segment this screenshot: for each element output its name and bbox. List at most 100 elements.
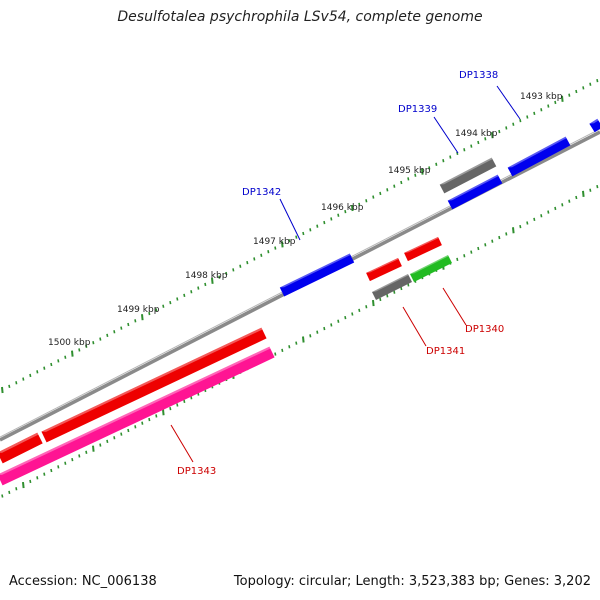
gene-bar-dp1339 bbox=[447, 174, 503, 210]
major-tick bbox=[281, 241, 284, 248]
minor-tick bbox=[463, 254, 466, 258]
minor-tick bbox=[400, 180, 403, 185]
tick-label: 1500 kbp bbox=[48, 338, 91, 348]
gene-bar-red-left bbox=[0, 432, 43, 464]
minor-tick bbox=[15, 487, 18, 491]
major-tick bbox=[1, 386, 4, 394]
minor-tick bbox=[183, 399, 186, 404]
minor-tick bbox=[533, 111, 536, 116]
minor-tick bbox=[155, 308, 158, 312]
minor-tick bbox=[512, 122, 515, 126]
minor-tick bbox=[36, 370, 39, 374]
minor-tick bbox=[162, 304, 165, 308]
gene-bar-pink bbox=[0, 346, 275, 486]
minor-tick bbox=[85, 450, 88, 454]
minor-tick bbox=[323, 326, 326, 331]
gene-label-dp1342: DP1342 bbox=[242, 187, 281, 198]
minor-tick bbox=[330, 323, 333, 327]
minor-tick bbox=[176, 403, 179, 407]
major-tick bbox=[421, 168, 424, 175]
minor-tick bbox=[316, 224, 319, 228]
minor-tick bbox=[190, 396, 193, 400]
minor-tick bbox=[120, 432, 123, 436]
minor-tick bbox=[92, 341, 95, 345]
gene-label-dp1343: DP1343 bbox=[177, 466, 216, 477]
major-tick bbox=[211, 277, 214, 284]
minor-tick bbox=[71, 457, 74, 462]
gene-bar-dp1342 bbox=[279, 253, 355, 297]
minor-tick bbox=[484, 243, 487, 247]
gene-bar-grey-forward bbox=[439, 157, 497, 194]
minor-tick bbox=[316, 330, 319, 334]
minor-tick bbox=[344, 209, 347, 214]
minor-tick bbox=[253, 257, 256, 261]
minor-tick bbox=[526, 221, 529, 225]
gene-label-dp1339: DP1339 bbox=[398, 104, 437, 115]
minor-tick bbox=[561, 203, 564, 207]
gene-bar-dp1343 bbox=[41, 327, 267, 443]
minor-tick bbox=[568, 199, 571, 203]
major-tick bbox=[582, 190, 585, 197]
minor-tick bbox=[127, 428, 130, 433]
major-tick bbox=[141, 314, 144, 321]
minor-tick bbox=[365, 199, 368, 203]
gene-label-dp1341: DP1341 bbox=[426, 346, 465, 357]
callout-line bbox=[442, 287, 467, 326]
minor-tick bbox=[190, 290, 193, 294]
minor-tick bbox=[134, 425, 137, 429]
minor-tick bbox=[519, 118, 522, 123]
minor-tick bbox=[43, 472, 46, 476]
minor-tick bbox=[498, 235, 501, 240]
major-tick bbox=[22, 481, 25, 489]
minor-tick bbox=[1, 494, 4, 498]
minor-tick bbox=[547, 104, 550, 108]
tick-labels: 1493 kbp 1494 kbp 1495 kbp 1496 kbp 1497 kbp… bbox=[48, 92, 563, 348]
minor-tick bbox=[526, 115, 529, 119]
minor-tick bbox=[169, 406, 172, 411]
minor-tick bbox=[323, 220, 326, 225]
tick-label: 1495 kbp bbox=[388, 166, 431, 176]
minor-tick bbox=[386, 294, 389, 298]
minor-tick bbox=[596, 78, 599, 83]
minor-tick bbox=[379, 297, 382, 302]
minor-tick bbox=[456, 257, 459, 262]
minor-tick bbox=[330, 217, 333, 221]
gene-bar-grey-reverse bbox=[371, 273, 413, 301]
gene-bar-dp1338 bbox=[507, 136, 571, 177]
minor-tick bbox=[295, 341, 298, 345]
tick-label: 1493 kbp bbox=[520, 92, 563, 102]
callout-line bbox=[279, 198, 301, 241]
minor-tick bbox=[57, 465, 60, 469]
minor-tick bbox=[99, 443, 102, 447]
minor-tick bbox=[106, 333, 109, 338]
minor-tick bbox=[197, 286, 200, 290]
minor-tick bbox=[43, 366, 46, 370]
minor-tick bbox=[379, 191, 382, 196]
minor-tick bbox=[582, 86, 585, 90]
minor-tick bbox=[8, 490, 11, 495]
minor-tick bbox=[442, 159, 445, 163]
minor-tick bbox=[393, 290, 396, 294]
tick-label: 1497 kbp bbox=[253, 237, 296, 247]
tick-label: 1499 kbp bbox=[117, 305, 160, 315]
minor-tick bbox=[470, 250, 473, 254]
minor-tick bbox=[267, 250, 270, 254]
gene-bar-dp1338-edge bbox=[589, 118, 600, 133]
minor-tick bbox=[575, 195, 578, 200]
minor-tick bbox=[176, 297, 179, 301]
minor-tick bbox=[50, 468, 53, 473]
minor-tick bbox=[36, 476, 39, 480]
minor-tick bbox=[428, 166, 431, 170]
minor-tick bbox=[106, 439, 109, 444]
minor-tick bbox=[295, 235, 298, 239]
minor-tick bbox=[148, 417, 151, 422]
minor-tick bbox=[505, 126, 508, 130]
minor-tick bbox=[400, 286, 403, 291]
minor-tick bbox=[491, 239, 494, 243]
major-tick bbox=[512, 227, 515, 234]
minor-tick bbox=[386, 188, 389, 192]
minor-tick bbox=[29, 373, 32, 378]
minor-tick bbox=[358, 202, 361, 207]
minor-tick bbox=[463, 148, 466, 152]
